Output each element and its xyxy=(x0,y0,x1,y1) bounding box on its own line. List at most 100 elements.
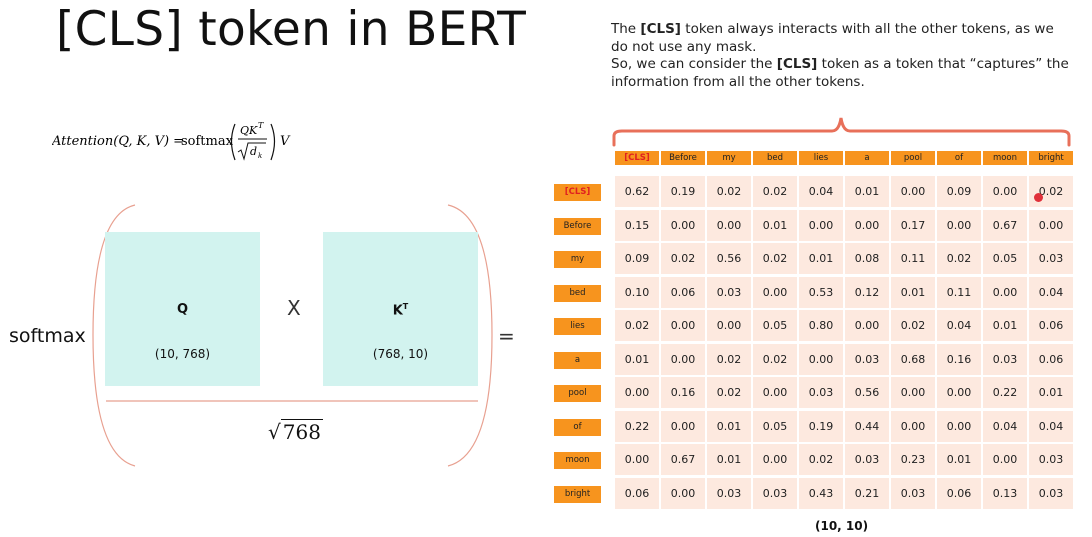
matrix-cell: 0.43 xyxy=(799,477,843,509)
matrix-cell: 0.00 xyxy=(937,410,981,442)
col-token-3: bed xyxy=(753,151,797,165)
matrix-cell: 0.03 xyxy=(1029,243,1073,274)
cls-bold-1: [CLS] xyxy=(640,21,681,37)
col-token-5: a xyxy=(845,151,889,165)
sqrt-divisor: √ 768 xyxy=(268,419,323,444)
matrix-cell: 0.03 xyxy=(891,477,935,509)
matrix-cell: 0.22 xyxy=(983,377,1027,408)
matrix-cell: 0.05 xyxy=(753,410,797,442)
matrix-cell: 0.00 xyxy=(661,209,705,241)
col-token-2: my xyxy=(707,151,751,165)
matrix-cell: 0.01 xyxy=(937,444,981,475)
matrix-cell: 0.02 xyxy=(753,243,797,274)
matrix-cell: 0.02 xyxy=(707,343,751,375)
matrix-cell: 0.02 xyxy=(707,377,751,408)
formula-lhs: Attention(Q, K, V) = xyxy=(52,134,184,149)
matrix-cell: 0.08 xyxy=(845,243,889,274)
matrix-cell: 0.03 xyxy=(845,444,889,475)
row-token-5: a xyxy=(554,351,601,369)
matrix-cell: 0.04 xyxy=(1029,410,1073,442)
matrix-cell: 0.53 xyxy=(799,276,843,308)
matrix-cell: 0.00 xyxy=(753,377,797,408)
times-symbol: X xyxy=(287,296,301,320)
row-token-1: Before xyxy=(554,217,601,235)
row-token-3: bed xyxy=(554,284,601,302)
matrix-cell: 0.17 xyxy=(891,209,935,241)
col-token-0: [CLS] xyxy=(615,151,659,165)
matrix-cell: 0.04 xyxy=(799,176,843,207)
matrix-cell: 0.03 xyxy=(707,276,751,308)
matrix-cell: 0.00 xyxy=(983,276,1027,308)
matrix-cell: 0.22 xyxy=(615,410,659,442)
matrix-cell: 0.19 xyxy=(661,176,705,207)
formula-numerator: QK xyxy=(240,124,258,137)
matrix-cell: 0.56 xyxy=(707,243,751,274)
matrix-cell: 0.62 xyxy=(615,176,659,207)
matrix-cell: 0.00 xyxy=(845,209,889,241)
matrix-cell: 0.06 xyxy=(937,477,981,509)
matrix-cell: 0.03 xyxy=(1029,477,1073,509)
matrix-cell: 0.04 xyxy=(1029,276,1073,308)
formula-denominator-sub: k xyxy=(258,152,262,160)
matrix-cell: 0.01 xyxy=(1029,377,1073,408)
row-token-0: [CLS] xyxy=(554,184,601,201)
matrix-cell: 0.02 xyxy=(891,310,935,341)
matrix-cell: 0.03 xyxy=(845,343,889,375)
description-line2: So, we can consider the [CLS] token as a… xyxy=(611,56,1069,90)
matrix-cell: 0.00 xyxy=(661,410,705,442)
matrix-cell: 0.13 xyxy=(983,477,1027,509)
matrix-cell: 0.67 xyxy=(983,209,1027,241)
cls-bold-2: [CLS] xyxy=(776,56,818,72)
matrix-cell: 0.02 xyxy=(615,310,659,341)
matrix-cell: 0.00 xyxy=(891,410,935,442)
matrix-cell: 0.02 xyxy=(753,176,797,207)
col-token-1: Before xyxy=(661,151,705,165)
matrix-cell: 0.02 xyxy=(1029,176,1073,207)
matrix-cell: 0.09 xyxy=(615,243,659,274)
matrix-cell: 0.01 xyxy=(983,310,1027,341)
softmax-label: softmax xyxy=(9,325,86,347)
matrix-cell: 0.00 xyxy=(891,176,935,207)
col-token-9: bright xyxy=(1029,151,1073,165)
matrix-cell: 0.06 xyxy=(1029,343,1073,375)
top-curly-brace xyxy=(612,117,1071,147)
col-token-7: of xyxy=(937,151,981,165)
sqrt-radicand: 768 xyxy=(280,419,323,444)
q-matrix-name: Q xyxy=(176,302,189,317)
matrix-cell: 0.04 xyxy=(983,410,1027,442)
matrix-cell: 0.11 xyxy=(891,243,935,274)
matrix-cell: 0.02 xyxy=(661,243,705,274)
row-token-8: moon xyxy=(554,452,601,469)
matrix-cell: 0.00 xyxy=(937,209,981,241)
row-token-6: pool xyxy=(554,385,601,402)
matrix-cell: 0.19 xyxy=(799,410,843,442)
formula-numerator-sup: T xyxy=(258,121,264,130)
description-text: The [CLS] token always interacts with al… xyxy=(611,21,1071,91)
description-line1: The [CLS] token always interacts with al… xyxy=(611,21,1054,55)
matrix-cell: 0.01 xyxy=(753,209,797,241)
q-matrix: Q (10, 768) xyxy=(105,232,260,386)
matrix-cell: 0.16 xyxy=(661,377,705,408)
matrix-cell: 0.06 xyxy=(1029,310,1073,341)
matrix-cell: 0.06 xyxy=(661,276,705,308)
matrix-cell: 0.21 xyxy=(845,477,889,509)
matrix-cell: 0.00 xyxy=(661,477,705,509)
matrix-cell: 0.00 xyxy=(799,209,843,241)
matrix-cell: 0.00 xyxy=(983,444,1027,475)
matrix-cell: 0.00 xyxy=(937,377,981,408)
slide-title: [CLS] token in BERT xyxy=(56,2,527,57)
col-token-4: lies xyxy=(799,151,843,165)
pointer-dot xyxy=(1034,193,1043,202)
q-matrix-dims: (10, 768) xyxy=(154,347,211,361)
matrix-cell: 0.80 xyxy=(799,310,843,341)
matrix-cell: 0.09 xyxy=(937,176,981,207)
matrix-cell: 0.16 xyxy=(937,343,981,375)
left-paren-bracket xyxy=(92,204,136,467)
matrix-cell: 0.06 xyxy=(615,477,659,509)
matrix-cell: 0.02 xyxy=(937,243,981,274)
matrix-cell: 0.15 xyxy=(615,209,659,241)
k-matrix-name: KT xyxy=(392,302,409,319)
matrix-cell: 0.01 xyxy=(891,276,935,308)
matrix-cell: 0.00 xyxy=(799,343,843,375)
matrix-cell: 0.02 xyxy=(799,444,843,475)
